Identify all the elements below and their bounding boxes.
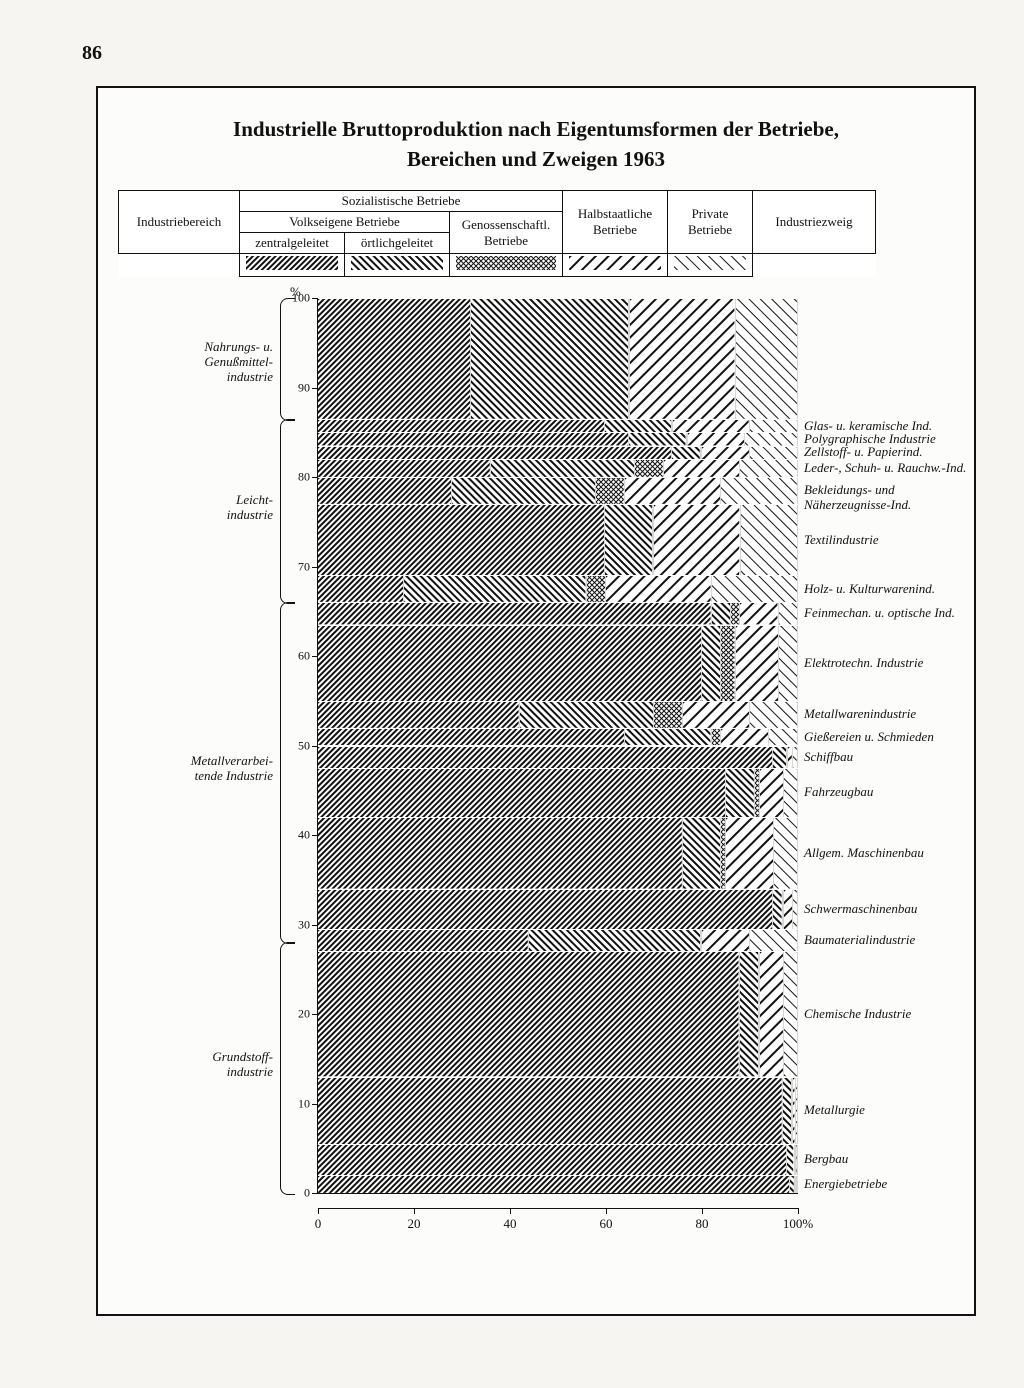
branch-label: Baumaterialindustrie [804, 933, 915, 948]
page: 86 Industrielle Bruttoproduktion nach Ei… [0, 0, 1024, 1388]
y-tick-label: 100 [292, 291, 310, 306]
legend-swatch-row [119, 254, 876, 277]
x-tick [510, 1208, 511, 1214]
x-tick-label: 60 [600, 1216, 613, 1232]
x-tick-label: 0 [315, 1216, 322, 1232]
chart-frame: Industrielle Bruttoproduktion nach Eigen… [96, 86, 976, 1316]
legend-socialist: Sozialistische Betriebe [240, 191, 563, 212]
branch-label: Metallwarenindustrie [804, 707, 916, 722]
branch-label: Feinmechan. u. optische Ind. [804, 606, 955, 621]
swatch-zentral [240, 254, 345, 277]
branch-label: Allgem. Maschinenbau [804, 846, 924, 861]
legend-oertlich: örtlichgeleitet [345, 233, 450, 254]
y-tick [312, 656, 318, 657]
legend-genossen: Genossenschaftl. Betriebe [450, 212, 563, 254]
y-tick [312, 477, 318, 478]
branch-label: Chemische Industrie [804, 1007, 911, 1022]
y-tick [312, 835, 318, 836]
y-tick-labels: 0102030405060708090100 [98, 298, 818, 1193]
branch-label: Schwermaschinenbau [804, 902, 917, 917]
y-tick [312, 388, 318, 389]
title-line-1: Industrielle Bruttoproduktion nach Eigen… [233, 117, 839, 141]
x-axis-baseline [318, 1208, 798, 1209]
y-tick [312, 298, 318, 299]
swatch-genossen [450, 254, 563, 277]
x-tick [702, 1208, 703, 1214]
legend-table: Industriebereich Sozialistische Betriebe… [118, 190, 876, 277]
branch-label: Zellstoff- u. Papierind. [804, 445, 922, 460]
branch-label: Bekleidungs- undNäherzeugnisse-Ind. [804, 483, 911, 513]
x-tick [318, 1208, 319, 1214]
branch-label: Leder-, Schuh- u. Rauchw.-Ind. [804, 461, 966, 476]
x-axis: 020406080100% [318, 1208, 798, 1238]
y-tick [312, 746, 318, 747]
y-tick [312, 1193, 318, 1194]
y-tick-label: 80 [298, 470, 310, 485]
y-tick [312, 925, 318, 926]
x-tick-label: 40 [504, 1216, 517, 1232]
x-tick-label: 20 [408, 1216, 421, 1232]
y-tick [312, 1104, 318, 1105]
y-tick-label: 10 [298, 1096, 310, 1111]
x-tick [798, 1208, 799, 1214]
legend-table-wrap: Industriebereich Sozialistische Betriebe… [118, 190, 876, 277]
legend-volkseigene: Volkseigene Betriebe [240, 212, 450, 233]
x-tick-label: 100% [783, 1216, 813, 1232]
title-line-2: Bereichen und Zweigen 1963 [407, 147, 665, 171]
branch-label: Elektrotechn. Industrie [804, 656, 923, 671]
legend-left-header: Industriebereich [119, 191, 240, 254]
legend-halbstaat: Halbstaatliche Betriebe [563, 191, 668, 254]
chart-title: Industrielle Bruttoproduktion nach Eigen… [98, 88, 974, 183]
y-tick-label: 60 [298, 649, 310, 664]
legend-privat: Private Betriebe [668, 191, 753, 254]
y-tick-label: 0 [304, 1186, 310, 1201]
swatch-halbstaat [563, 254, 668, 277]
x-tick [606, 1208, 607, 1214]
branch-label: Holz- u. Kulturwarenind. [804, 582, 935, 597]
branch-label: Gießereien u. Schmieden [804, 730, 934, 745]
y-tick-label: 20 [298, 1007, 310, 1022]
y-tick-label: 50 [298, 738, 310, 753]
y-tick [312, 1014, 318, 1015]
x-tick-label: 80 [696, 1216, 709, 1232]
y-tick-label: 90 [298, 380, 310, 395]
swatch-privat [668, 254, 753, 277]
legend-right-header: Industriezweig [753, 191, 876, 254]
page-number: 86 [82, 42, 102, 65]
y-tick-label: 70 [298, 559, 310, 574]
branch-labels: Glas- u. keramische Ind.Polygraphische I… [804, 298, 974, 1193]
y-tick-label: 30 [298, 917, 310, 932]
swatch-oertlich [345, 254, 450, 277]
y-tick-label: 40 [298, 828, 310, 843]
legend-zentral: zentralgeleitet [240, 233, 345, 254]
y-tick [312, 567, 318, 568]
x-tick [414, 1208, 415, 1214]
x-axis-line [318, 1193, 798, 1194]
